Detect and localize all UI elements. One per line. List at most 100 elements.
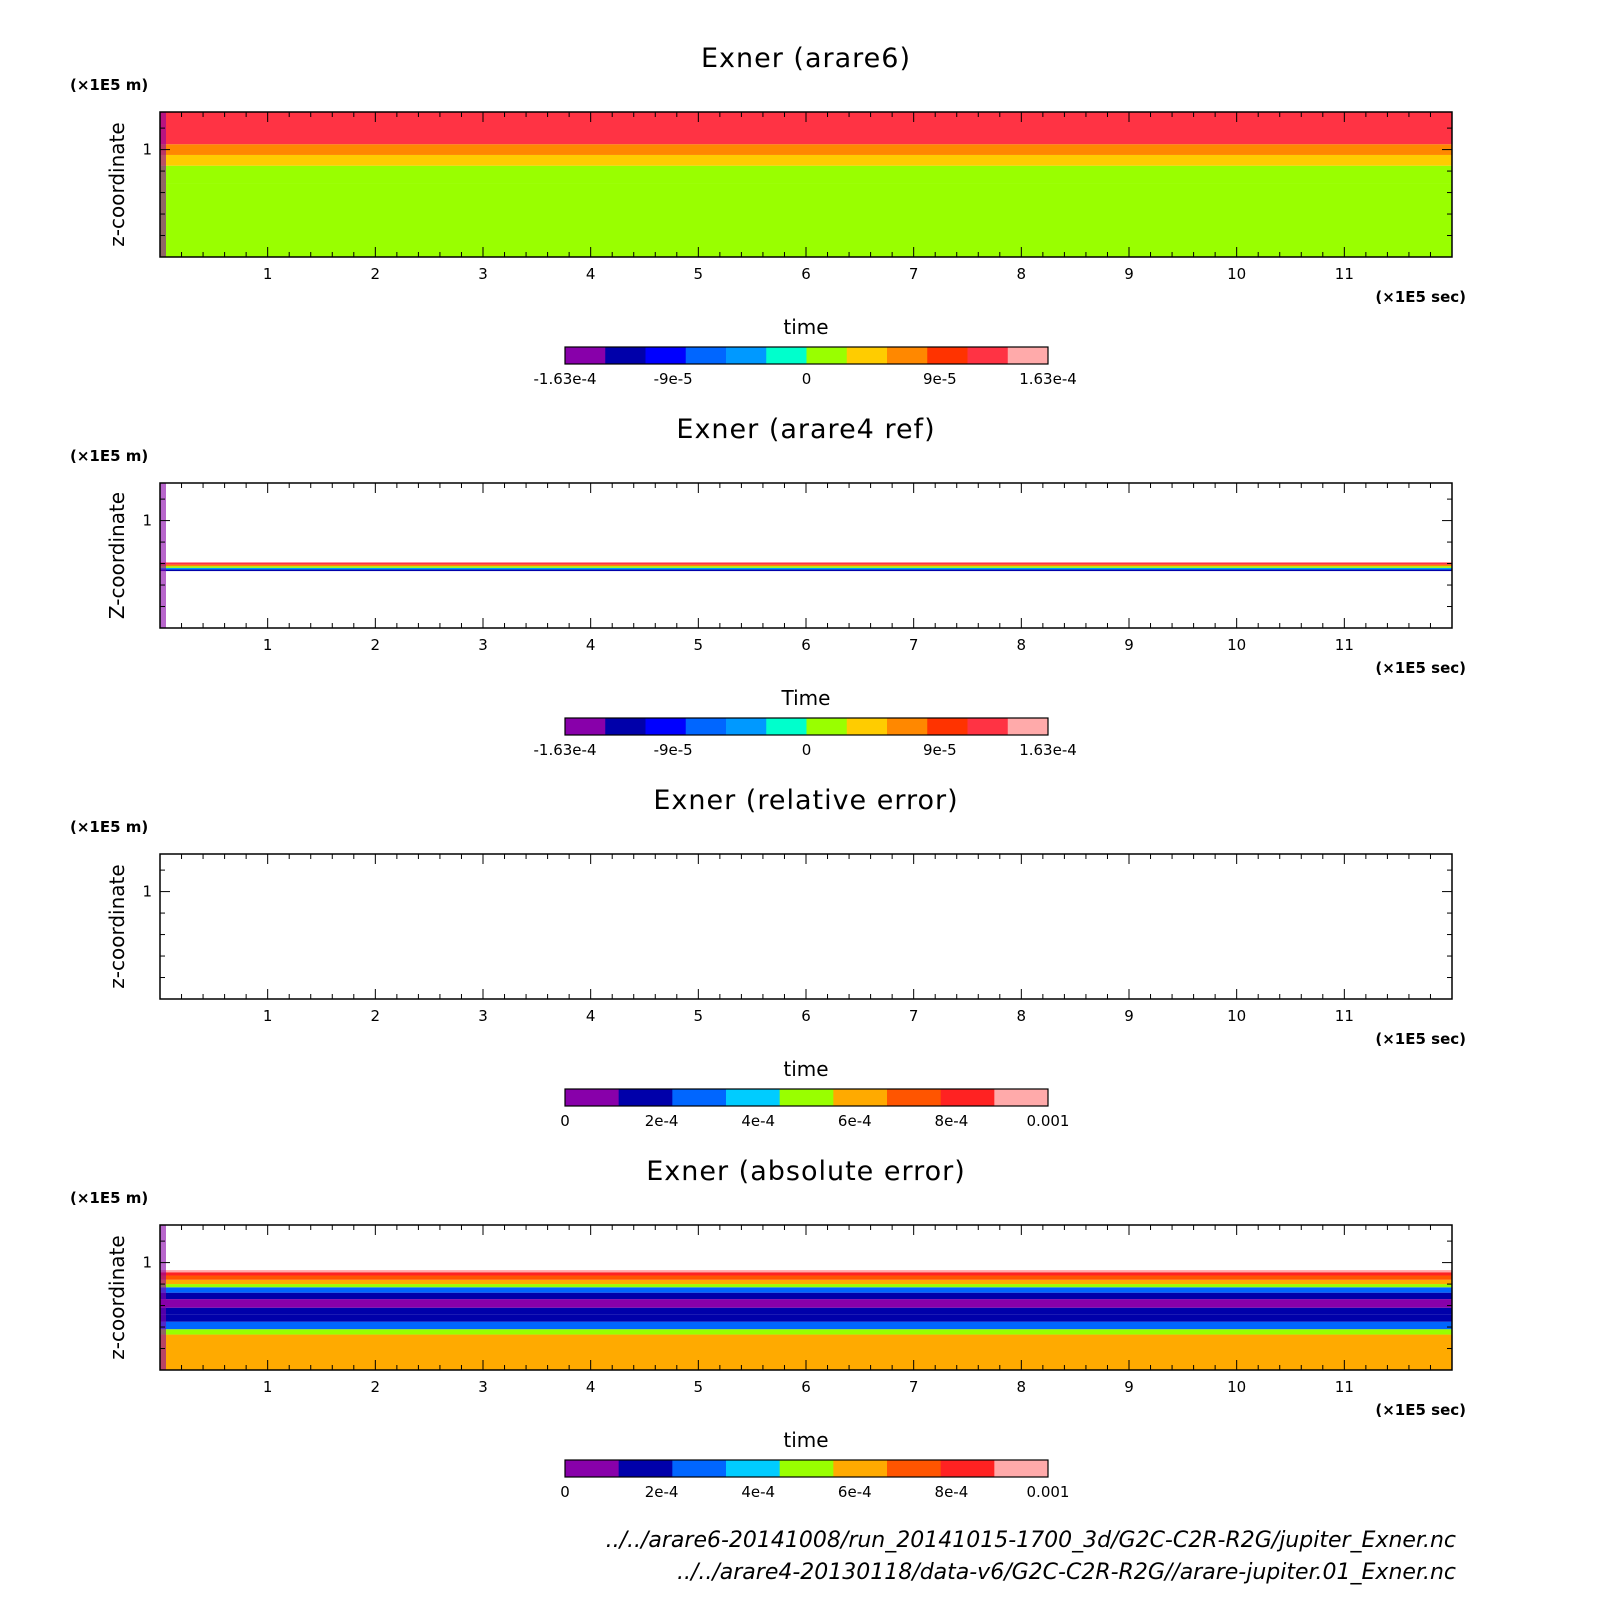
- x-axis-label: time: [783, 1428, 828, 1452]
- colorbar-swatch: [779, 1089, 834, 1106]
- contour-band: [160, 569, 1452, 572]
- colorbar-swatch: [833, 1089, 888, 1106]
- colorbar-swatch: [887, 1089, 942, 1106]
- x-unit-label: (×1E5 sec): [1375, 1401, 1466, 1419]
- contour-band: [160, 1287, 1452, 1293]
- colorbar-label: 9e-5: [923, 741, 957, 759]
- colorbar-label: 0: [802, 370, 812, 388]
- colorbar-swatch: [672, 1089, 727, 1106]
- x-tick-label: 9: [1124, 1007, 1134, 1025]
- contour-band: [160, 1270, 1452, 1273]
- x-tick-label: 3: [478, 1378, 488, 1396]
- contour-band: [160, 1279, 1452, 1285]
- colorbar-swatch: [565, 718, 606, 735]
- x-axis-label: Time: [781, 686, 831, 710]
- colorbar-frame: [564, 717, 1049, 736]
- colorbar-swatch: [726, 347, 767, 364]
- y-unit-label: (×1E5 m): [70, 818, 148, 836]
- colorbar-label: -1.63e-4: [534, 741, 597, 759]
- y-axis-label: z-coordinate: [105, 122, 129, 246]
- spinup-region: [160, 1225, 166, 1370]
- x-tick-label: 1: [263, 636, 273, 654]
- contour-band: [160, 154, 1452, 166]
- x-tick-label: 2: [371, 1007, 381, 1025]
- y-tick-label: 1: [142, 512, 152, 530]
- contour-band: [160, 567, 1452, 570]
- colorbar-swatch: [994, 1089, 1049, 1106]
- contour-band: [160, 1292, 1452, 1300]
- contour-band: [160, 1307, 1452, 1315]
- colorbar-label: 0.001: [1027, 1112, 1070, 1130]
- x-tick-label: 3: [478, 636, 488, 654]
- x-tick-label: 10: [1227, 1378, 1246, 1396]
- x-tick-label: 9: [1124, 1378, 1134, 1396]
- x-tick-label: 9: [1124, 636, 1134, 654]
- plot-frame: [159, 853, 1453, 1000]
- colorbar-label: 8e-4: [935, 1483, 969, 1501]
- panel-2: Exner (arare4 ref)(×1E5 m)1 2 3 4 5 6 7 8 9 10 111…: [70, 414, 1466, 759]
- x-tick-label: 7: [909, 265, 919, 283]
- x-tick-label: 3: [478, 265, 488, 283]
- contour-band: [160, 1299, 1452, 1308]
- x-tick-label: 8: [1017, 1007, 1027, 1025]
- colorbar-label: 2e-4: [645, 1112, 679, 1130]
- colorbar-label: 2e-4: [645, 1483, 679, 1501]
- x-tick-label: 1: [263, 1007, 273, 1025]
- x-tick-label: 1: [263, 265, 273, 283]
- contour-band: [160, 183, 1452, 257]
- contour-band: [160, 1314, 1452, 1322]
- colorbar-swatch: [967, 718, 1009, 735]
- colorbar-swatch: [887, 718, 928, 735]
- contour-band: [160, 566, 1452, 568]
- y-tick-label: 1: [142, 1254, 152, 1272]
- colorbar-label: 6e-4: [838, 1483, 872, 1501]
- colorbar-swatch: [672, 1460, 727, 1477]
- x-tick-label: 7: [909, 1007, 919, 1025]
- contour-band: [160, 144, 1452, 155]
- colorbar-label: 9e-5: [923, 370, 957, 388]
- x-tick-label: 2: [371, 1378, 381, 1396]
- x-axis-label: time: [783, 315, 828, 339]
- y-axis-label: z-coordinate: [105, 864, 129, 988]
- colorbar-label: 0.001: [1027, 1483, 1070, 1501]
- colorbar-swatch: [645, 718, 687, 735]
- x-tick-label: 11: [1335, 265, 1354, 283]
- x-tick-label: 5: [694, 1378, 704, 1396]
- x-tick-label: 9: [1124, 265, 1134, 283]
- colorbar-swatch: [846, 347, 888, 364]
- x-tick-label: 2: [371, 265, 381, 283]
- x-tick-label: 1: [263, 1378, 273, 1396]
- contour-band: [160, 1284, 1452, 1288]
- contour-band: [160, 1275, 1452, 1280]
- panel-4: Exner (absolute error) (×1E5 m) 1 2 3 4 5 6 7 8 9 1…: [70, 1156, 1466, 1501]
- colorbar-swatch: [565, 347, 606, 364]
- x-unit-label: (×1E5 sec): [1375, 288, 1466, 306]
- x-tick-label: 8: [1017, 636, 1027, 654]
- colorbar-swatch: [565, 1460, 620, 1477]
- x-tick-label: 7: [909, 636, 919, 654]
- footer-path-2: ../../arare4-20130118/data-v6/G2C-C2R-R2…: [677, 1560, 1456, 1585]
- colorbar-label: 4e-4: [741, 1112, 775, 1130]
- x-tick-label: 7: [909, 1378, 919, 1396]
- contour-band: [160, 564, 1452, 567]
- x-tick-label: 4: [586, 1378, 596, 1396]
- colorbar-swatch: [565, 1089, 620, 1106]
- colorbar-swatch: [967, 347, 1009, 364]
- colorbar-label: 0: [560, 1112, 570, 1130]
- colorbar-label: 6e-4: [838, 1112, 872, 1130]
- colorbar-swatch: [726, 718, 767, 735]
- colorbar-swatch: [605, 347, 646, 364]
- panels: Exner (arare6)(×1E5 m)1 2 3 4 5 6 7 8 9 10 111z-co…: [70, 43, 1466, 1501]
- x-tick-label: 6: [801, 265, 811, 283]
- colorbar-frame: [564, 1459, 1049, 1478]
- panel-1: Exner (arare6)(×1E5 m)1 2 3 4 5 6 7 8 9 10 111z-co…: [70, 43, 1466, 388]
- y-axis-label: z-coordinate: [105, 1235, 129, 1359]
- panel-title: Exner (relative error): [653, 785, 958, 816]
- colorbar-swatch: [726, 1089, 781, 1106]
- colorbar-swatch: [618, 1460, 673, 1477]
- colorbar-swatch: [806, 718, 848, 735]
- colorbar-label: 1.63e-4: [1019, 741, 1077, 759]
- y-axis-label: Z-coordinate: [105, 492, 129, 619]
- panel-3: Exner (relative error) (×1E5 m) 1 2 3 4 5 6 7 8 9 1…: [70, 785, 1466, 1130]
- colorbar-swatch: [806, 347, 848, 364]
